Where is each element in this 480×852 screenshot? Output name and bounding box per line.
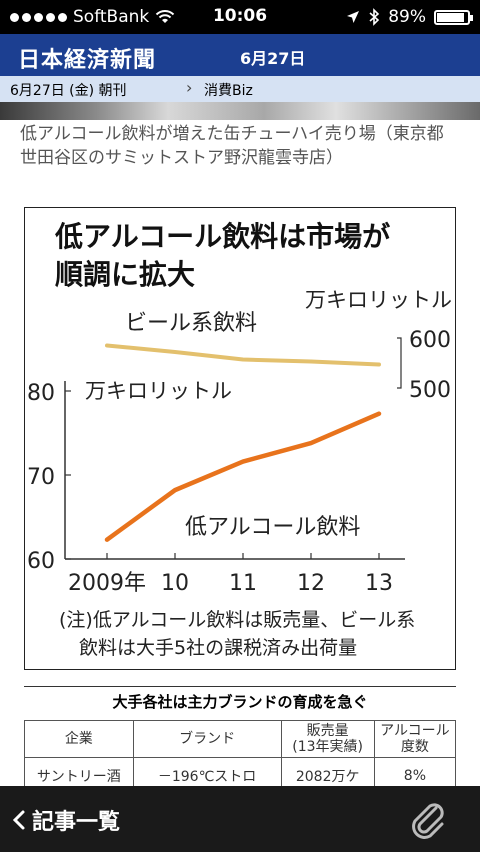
series-label-beer: ビール系飲料: [125, 311, 257, 336]
paperclip-icon[interactable]: [406, 798, 450, 842]
x-tick-label: 12: [297, 571, 325, 596]
chevron-left-icon: [12, 810, 25, 830]
chart-title-line1: 低アルコール飲料は市場が: [55, 220, 391, 253]
location-arrow-icon: [347, 11, 360, 23]
chart-title-line2: 順調に拡大: [55, 258, 196, 291]
header-date: 6月27日: [240, 49, 306, 68]
brand-table: 企業 ブランド 販売量 (13年実績) アルコール度数 サントリー酒 －196℃…: [24, 720, 456, 786]
table-header: 企業: [24, 720, 134, 758]
section-link[interactable]: 消費Biz: [204, 83, 253, 99]
carrier-name: SoftBank: [73, 7, 150, 27]
chart-note-line2: 飲料は大手5社の課税済み出荷量: [79, 637, 358, 659]
brand-table-section: 大手各社は主力ブランドの育成を急ぐ 企業 ブランド 販売量 (13年実績) アル…: [24, 686, 456, 786]
y-axis-right-bracket: [397, 337, 402, 389]
chart-figure: 低アルコール飲料は市場が 順調に拡大 80 70 60 2009年 10 11 12 13 60…: [24, 207, 456, 670]
battery-fill: [437, 12, 464, 22]
y-tick-label-left: 80: [27, 381, 55, 406]
bottom-toolbar: 記事一覧: [0, 786, 480, 852]
table-cell: 2082万ケ: [280, 757, 375, 786]
bluetooth-icon: [369, 8, 380, 26]
carrier-info: SoftBank: [10, 7, 175, 27]
chart-title: 低アルコール飲料は市場が 順調に拡大: [55, 218, 390, 294]
app-header: 日本経済新聞 6月27日: [0, 34, 480, 76]
back-to-list-button[interactable]: 記事一覧: [12, 804, 120, 836]
back-button-label: 記事一覧: [32, 810, 121, 835]
wifi-icon: [156, 10, 175, 23]
chevron-right-icon: ›: [186, 78, 193, 97]
signal-icon: [10, 12, 67, 22]
x-tick-label: 11: [229, 571, 257, 596]
table-row: サントリー酒 －196℃ストロ 2082万ケ 8%: [24, 757, 456, 786]
series-line-low-alcohol: [104, 411, 382, 542]
battery-icon: [434, 9, 473, 25]
y-tick-label-left: 70: [27, 465, 55, 490]
newspaper-logo: 日本経済新聞: [18, 47, 157, 73]
clock: 10:06: [212, 6, 268, 26]
y-tick-label-right: 500: [409, 378, 451, 403]
status-right: 89%: [346, 7, 473, 27]
article-photo: [0, 102, 480, 120]
table-header: アルコール度数: [373, 720, 456, 758]
x-tick-label: 13: [365, 571, 393, 596]
table-header: ブランド: [132, 720, 282, 758]
series-line-beer: [105, 343, 381, 367]
photo-caption: 低アルコール飲料が増えた缶チューハイ売り場（東京都世田谷区のサミットストア野沢龍…: [20, 124, 444, 168]
table-cell: 8%: [373, 757, 456, 786]
battery-percent: 89%: [388, 7, 426, 27]
y-tick-label-left: 60: [27, 549, 55, 574]
table-cell: サントリー酒: [24, 757, 134, 786]
series-label-low-alcohol: 低アルコール飲料: [185, 515, 360, 540]
table-header: 販売量 (13年実績): [280, 720, 375, 758]
table-title: 大手各社は主力ブランドの育成を急ぐ: [24, 686, 456, 712]
edition-label: 6月27日 (金) 朝刊: [10, 83, 127, 99]
y-unit-right: 万キロリットル: [305, 288, 452, 312]
x-tick-label: 2009年: [68, 571, 146, 596]
x-tick-label: 10: [161, 571, 189, 596]
status-bar: SoftBank 10:06 89%: [0, 0, 480, 34]
chart-note-line1: (注)低アルコール飲料は販売量、ビール系: [59, 609, 416, 631]
table-header-row: 企業 ブランド 販売量 (13年実績) アルコール度数: [24, 720, 456, 758]
chart-note: (注)低アルコール飲料は販売量、ビール系 飲料は大手5社の課税済み出荷量: [59, 606, 449, 662]
y-tick-label-right: 600: [409, 328, 451, 353]
y-unit-left: 万キロリットル: [85, 379, 232, 403]
table-cell: －196℃ストロ: [132, 757, 282, 786]
breadcrumb: 6月27日 (金) 朝刊 › 消費Biz: [0, 76, 480, 102]
